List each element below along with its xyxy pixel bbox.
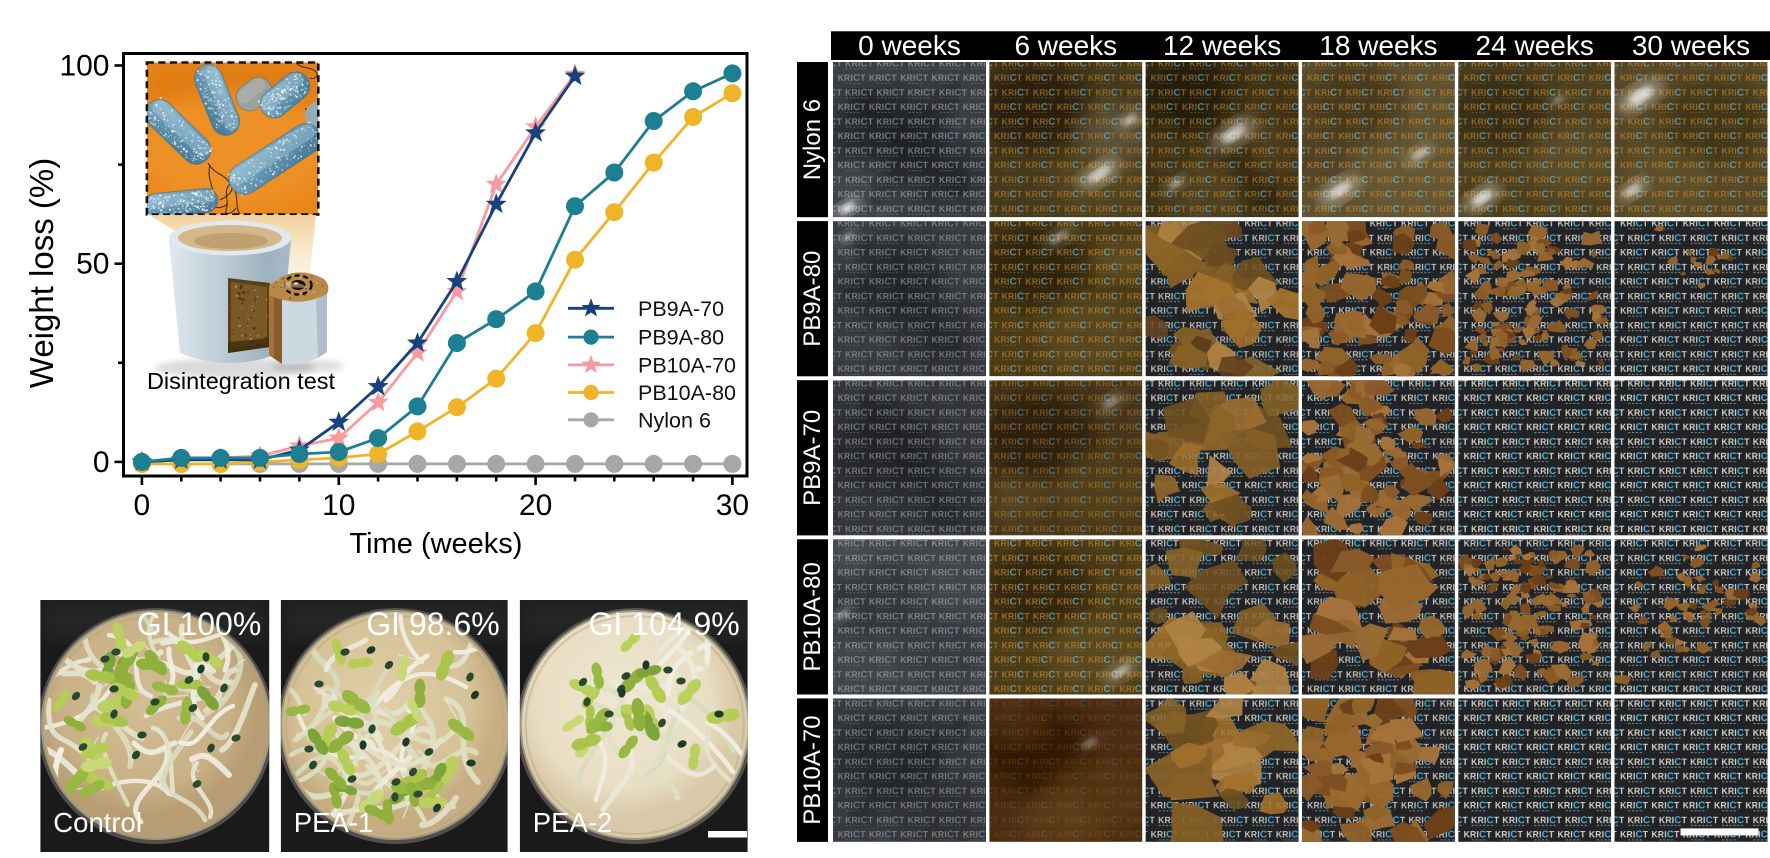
svg-text:GI 98.6%: GI 98.6% <box>366 606 499 642</box>
svg-text:30: 30 <box>716 489 749 522</box>
svg-text:10: 10 <box>322 489 355 522</box>
svg-text:PB9A-80: PB9A-80 <box>638 326 724 350</box>
svg-text:20: 20 <box>519 489 552 522</box>
svg-text:GI 100%: GI 100% <box>137 606 262 642</box>
svg-text:Weight loss (%): Weight loss (%) <box>23 158 60 388</box>
svg-text:PB9A-80: PB9A-80 <box>799 251 826 347</box>
svg-text:PB10A-80: PB10A-80 <box>638 381 736 405</box>
svg-text:50: 50 <box>76 248 109 281</box>
svg-text:Time (weeks): Time (weeks) <box>350 528 523 560</box>
svg-text:30 weeks: 30 weeks <box>1632 30 1750 61</box>
svg-text:6 weeks: 6 weeks <box>1014 30 1117 61</box>
svg-text:GI 104.9%: GI 104.9% <box>588 606 739 642</box>
svg-text:0: 0 <box>93 446 110 479</box>
svg-text:Nylon 6: Nylon 6 <box>799 99 826 180</box>
svg-text:0 weeks: 0 weeks <box>858 30 961 61</box>
svg-text:100: 100 <box>59 50 109 83</box>
svg-text:PEA-1: PEA-1 <box>294 807 373 838</box>
svg-text:PB10A-80: PB10A-80 <box>799 562 826 671</box>
svg-text:0: 0 <box>134 489 151 522</box>
svg-text:PB10A-70: PB10A-70 <box>799 715 826 824</box>
svg-text:24 weeks: 24 weeks <box>1476 30 1594 61</box>
svg-text:18 weeks: 18 weeks <box>1319 30 1437 61</box>
svg-text:Nylon 6: Nylon 6 <box>638 408 711 432</box>
svg-text:Disintegration test: Disintegration test <box>147 368 336 394</box>
svg-text:PB10A-70: PB10A-70 <box>638 353 736 377</box>
svg-text:12 weeks: 12 weeks <box>1163 30 1281 61</box>
svg-text:PB9A-70: PB9A-70 <box>638 297 724 321</box>
svg-text:PB9A-70: PB9A-70 <box>799 410 826 506</box>
svg-text:Control: Control <box>53 807 142 838</box>
svg-text:PEA-2: PEA-2 <box>533 807 612 838</box>
